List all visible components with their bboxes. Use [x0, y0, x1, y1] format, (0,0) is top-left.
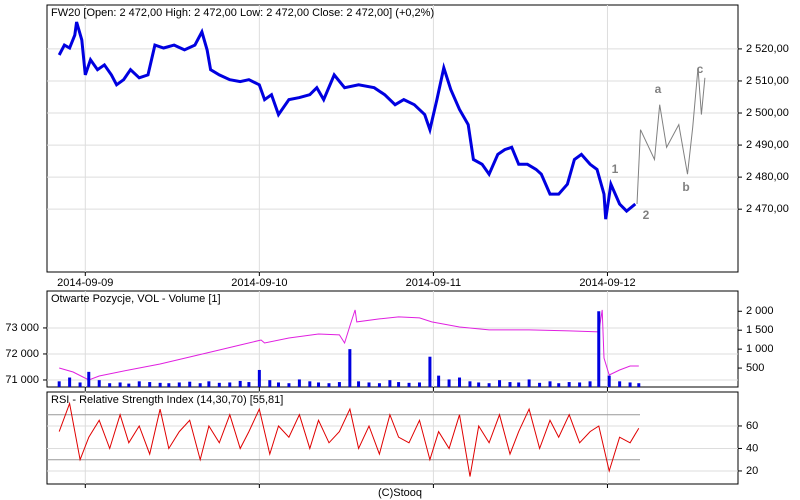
- volume-bar: [257, 369, 261, 387]
- volume-bar: [198, 383, 202, 387]
- volume-bar: [118, 382, 122, 387]
- volume-bar: [308, 381, 312, 387]
- volume-bar: [108, 383, 112, 387]
- volume-bar: [458, 377, 462, 387]
- volume-bar: [367, 382, 371, 387]
- volume-bar: [578, 382, 582, 387]
- y-tick-label: 2 520,00: [746, 43, 789, 55]
- panel: [46, 4, 739, 273]
- y-tick-label: 72 000: [5, 348, 39, 360]
- x-tick-label: 2014-09-10: [231, 277, 287, 289]
- y-tick-label: 2 470,00: [746, 203, 789, 215]
- volume-bar: [78, 382, 82, 387]
- volume-bar: [238, 380, 242, 387]
- x-tick-label: 2014-09-11: [406, 277, 461, 289]
- annotation: 1: [612, 162, 619, 176]
- y-tick-label: 1 000: [746, 343, 774, 355]
- x-tick-label: 2014-09-12: [579, 277, 635, 289]
- volume-bar: [437, 375, 441, 387]
- annotation: c: [697, 62, 704, 76]
- volume-bar: [158, 382, 162, 387]
- volume-bar: [637, 383, 641, 387]
- volume-bar: [517, 382, 521, 387]
- volume-bar: [508, 382, 512, 387]
- annotation: 2: [643, 208, 650, 222]
- y-tick-label: 2 510,00: [746, 75, 789, 87]
- volume-bar: [388, 380, 392, 387]
- volume-bar: [618, 381, 622, 387]
- volume-bar: [297, 379, 301, 387]
- volume-bar: [148, 382, 152, 387]
- volume-bar: [417, 382, 421, 387]
- volume-bar: [337, 382, 341, 387]
- data-line: [59, 309, 639, 381]
- volume-bar: [127, 383, 131, 387]
- volume-bar: [167, 383, 171, 387]
- volume-bar: [628, 382, 632, 387]
- volume-bar: [247, 382, 251, 387]
- y-tick-label: 20: [746, 465, 758, 477]
- volume-bar: [268, 380, 272, 387]
- volume-bar: [188, 381, 192, 387]
- panel-title: FW20 [Open: 2 472,00 High: 2 472,00 Low:…: [51, 7, 434, 19]
- volume-bar: [407, 382, 411, 387]
- y-tick-label: 2 490,00: [746, 139, 789, 151]
- annotation: a: [655, 82, 662, 96]
- y-tick-label: 40: [746, 442, 758, 454]
- volume-bar: [477, 382, 481, 387]
- volume-bar: [588, 381, 592, 387]
- volume-bar: [348, 349, 352, 387]
- volume-bar: [217, 382, 221, 387]
- volume-bar: [548, 381, 552, 387]
- volume-bar: [207, 381, 211, 387]
- volume-bar: [397, 382, 401, 387]
- x-tick-label: 2014-09-09: [57, 277, 113, 289]
- volume-bar: [228, 382, 232, 387]
- y-tick-label: 2 500,00: [746, 107, 789, 119]
- panel-title: RSI - Relative Strength Index (14,30,70)…: [51, 394, 283, 406]
- panel: [46, 391, 739, 485]
- volume-bar: [607, 375, 611, 387]
- data-line: [636, 67, 706, 205]
- volume-bar: [357, 381, 361, 387]
- volume-bar: [468, 381, 472, 387]
- volume-bar: [597, 311, 601, 387]
- volume-bar: [68, 377, 72, 387]
- volume-bar: [527, 379, 531, 387]
- volume-bar: [498, 380, 502, 387]
- y-tick-label: 1 500: [746, 324, 774, 336]
- volume-bar: [567, 382, 571, 387]
- volume-bar: [327, 383, 331, 387]
- footer: (C)Stooq: [378, 487, 422, 499]
- volume-bar: [97, 380, 101, 387]
- volume-bar: [137, 381, 141, 387]
- y-tick-label: 60: [746, 420, 758, 432]
- volume-bar: [276, 382, 280, 387]
- volume-bar: [538, 382, 542, 387]
- panel-title: Otwarte Pozycje, VOL - Volume [1]: [51, 293, 221, 305]
- data-line: [57, 21, 637, 220]
- annotation: b: [682, 180, 689, 194]
- volume-bar: [557, 383, 561, 387]
- data-line: [58, 401, 640, 477]
- volume-bar: [177, 382, 181, 387]
- volume-bar: [487, 383, 491, 387]
- y-tick-label: 71 000: [5, 374, 39, 386]
- volume-bar: [377, 383, 381, 387]
- y-tick-label: 2 000: [746, 305, 774, 317]
- volume-bar: [87, 371, 91, 387]
- y-tick-label: 2 480,00: [746, 171, 789, 183]
- volume-bar: [447, 379, 451, 387]
- y-tick-label: 73 000: [5, 322, 39, 334]
- y-tick-label: 500: [746, 362, 764, 374]
- volume-bar: [57, 381, 61, 387]
- volume-bar: [428, 356, 432, 387]
- volume-bar: [317, 382, 321, 387]
- panel: [46, 290, 739, 388]
- volume-bar: [287, 383, 291, 387]
